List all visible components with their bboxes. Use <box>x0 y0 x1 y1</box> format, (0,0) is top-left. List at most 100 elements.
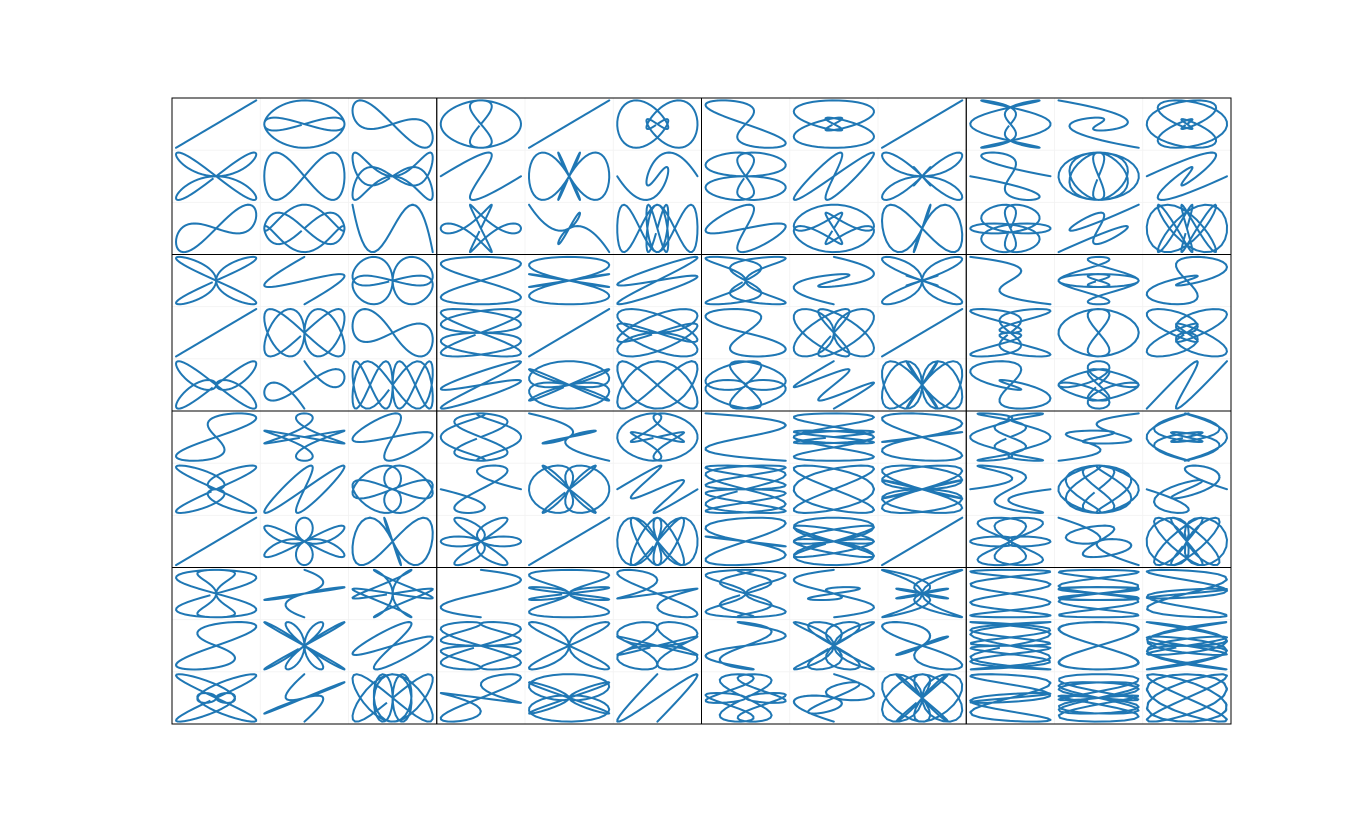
curve <box>263 412 346 462</box>
curve <box>1057 568 1140 619</box>
curve <box>704 621 787 671</box>
curve <box>616 203 699 254</box>
curve <box>616 568 699 619</box>
curve <box>616 412 699 462</box>
curve <box>704 673 787 723</box>
curve <box>616 516 699 567</box>
curve <box>1145 255 1228 306</box>
curve <box>616 99 699 149</box>
curve <box>792 308 875 358</box>
curve <box>263 464 346 514</box>
curve <box>439 673 522 723</box>
curve <box>351 621 434 671</box>
curve <box>792 412 875 462</box>
curve <box>881 360 964 410</box>
curve <box>1145 464 1228 514</box>
curve <box>704 464 787 514</box>
curve <box>351 516 434 567</box>
curve <box>881 308 964 358</box>
curve <box>351 308 434 358</box>
curve <box>704 308 787 358</box>
curve <box>616 673 699 723</box>
curve <box>881 464 964 514</box>
curve <box>1145 151 1228 201</box>
curve <box>528 99 611 149</box>
curve <box>263 360 346 410</box>
curve <box>1057 203 1140 254</box>
curve <box>1057 99 1140 149</box>
curve <box>439 360 522 410</box>
curve <box>881 99 964 149</box>
curve <box>528 360 611 410</box>
curve <box>792 516 875 567</box>
curve <box>881 151 964 201</box>
curve <box>439 464 522 514</box>
curve <box>969 621 1052 671</box>
curve <box>175 203 258 254</box>
curve <box>1145 412 1228 462</box>
curve <box>263 568 346 619</box>
curve <box>616 464 699 514</box>
curve <box>969 464 1052 514</box>
curve <box>881 255 964 306</box>
curve <box>439 621 522 671</box>
curve <box>175 308 258 358</box>
curve <box>351 255 434 306</box>
curve <box>792 621 875 671</box>
curve <box>1145 99 1228 149</box>
curve <box>175 673 258 723</box>
curve <box>969 516 1052 567</box>
curve <box>1145 673 1228 723</box>
curve <box>792 464 875 514</box>
curve <box>175 255 258 306</box>
curve <box>351 412 434 462</box>
curve <box>792 568 875 619</box>
curve <box>263 99 346 149</box>
curve <box>969 203 1052 254</box>
curve <box>704 151 787 201</box>
curve <box>1145 203 1228 254</box>
curve <box>528 151 611 201</box>
curve <box>263 203 346 254</box>
curve <box>351 203 434 254</box>
curve <box>704 99 787 149</box>
curve <box>528 621 611 671</box>
curve <box>616 151 699 201</box>
curve <box>528 516 611 567</box>
curve <box>1057 308 1140 358</box>
curve <box>881 673 964 723</box>
curve <box>1057 516 1140 567</box>
curve <box>704 255 787 306</box>
curve <box>616 308 699 358</box>
curve <box>969 151 1052 201</box>
curve <box>704 412 787 462</box>
curve <box>175 412 258 462</box>
curve <box>1057 464 1140 514</box>
curve <box>1057 412 1140 462</box>
curve <box>439 308 522 358</box>
curve <box>263 673 346 723</box>
curve <box>351 151 434 201</box>
curve <box>704 568 787 619</box>
curve <box>969 308 1052 358</box>
curve <box>1145 621 1228 671</box>
curve <box>263 516 346 567</box>
curve <box>1057 621 1140 671</box>
curve <box>175 464 258 514</box>
curve <box>704 516 787 567</box>
curve <box>263 255 346 306</box>
curve <box>792 255 875 306</box>
curve <box>439 516 522 567</box>
curve <box>439 151 522 201</box>
curve <box>175 621 258 671</box>
curve <box>528 412 611 462</box>
curve <box>969 255 1052 306</box>
curve <box>528 673 611 723</box>
curve <box>439 412 522 462</box>
curve <box>528 203 611 254</box>
curve <box>175 99 258 149</box>
curve <box>1057 255 1140 306</box>
curve <box>351 464 434 514</box>
